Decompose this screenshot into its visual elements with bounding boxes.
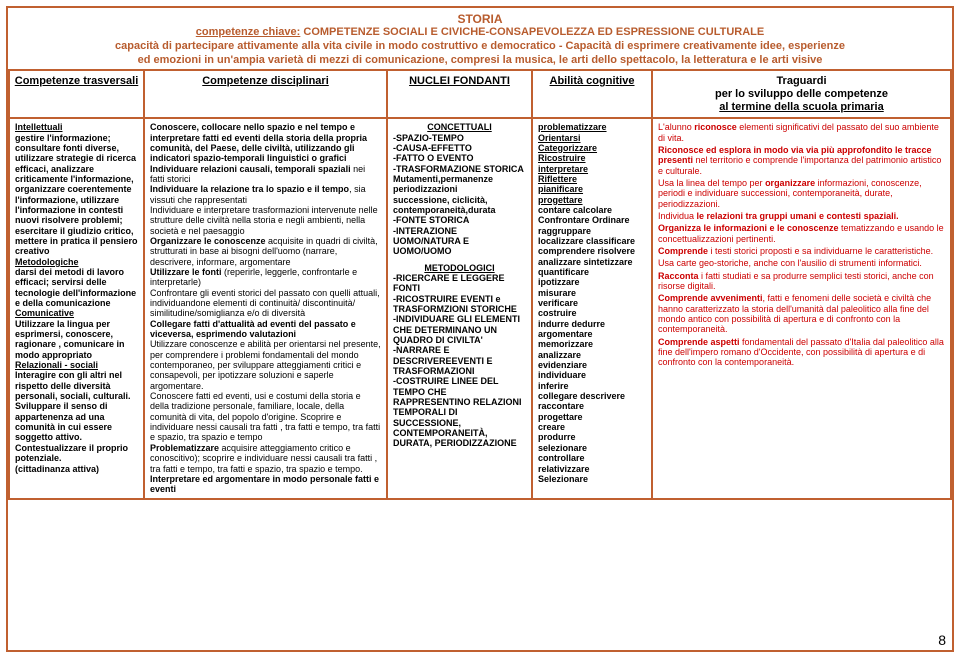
curriculum-table: Competenze trasversali Competenze discip… [8, 69, 952, 499]
col-header-1: Competenze trasversali [9, 70, 144, 118]
col-header-3: NUCLEI FONDANTI [387, 70, 532, 118]
doc-subtitle: competenze chiave: COMPETENZE SOCIALI E … [16, 26, 944, 67]
col-header-4: Abilità cognitive [532, 70, 652, 118]
doc-title: STORIA [16, 12, 944, 26]
cell-abilita: problematizzare Orientarsi Categorizzare… [532, 118, 652, 498]
cell-disciplinari: Conoscere, collocare nello spazio e nel … [144, 118, 387, 498]
cell-nuclei: CONCETTUALI -SPAZIO-TEMPO -CAUSA-EFFETTO… [387, 118, 532, 498]
col-header-2: Competenze disciplinari [144, 70, 387, 118]
document-header: STORIA competenze chiave: COMPETENZE SOC… [8, 8, 952, 69]
table-body-row: Intellettuali gestire l'informazione; co… [9, 118, 951, 498]
page-number: 8 [938, 632, 946, 648]
cell-traguardi: L'alunno riconosce elementi significativ… [652, 118, 951, 498]
cell-trasversali: Intellettuali gestire l'informazione; co… [9, 118, 144, 498]
col-header-5: Traguardi per lo sviluppo delle competen… [652, 70, 951, 118]
table-header-row: Competenze trasversali Competenze discip… [9, 70, 951, 118]
